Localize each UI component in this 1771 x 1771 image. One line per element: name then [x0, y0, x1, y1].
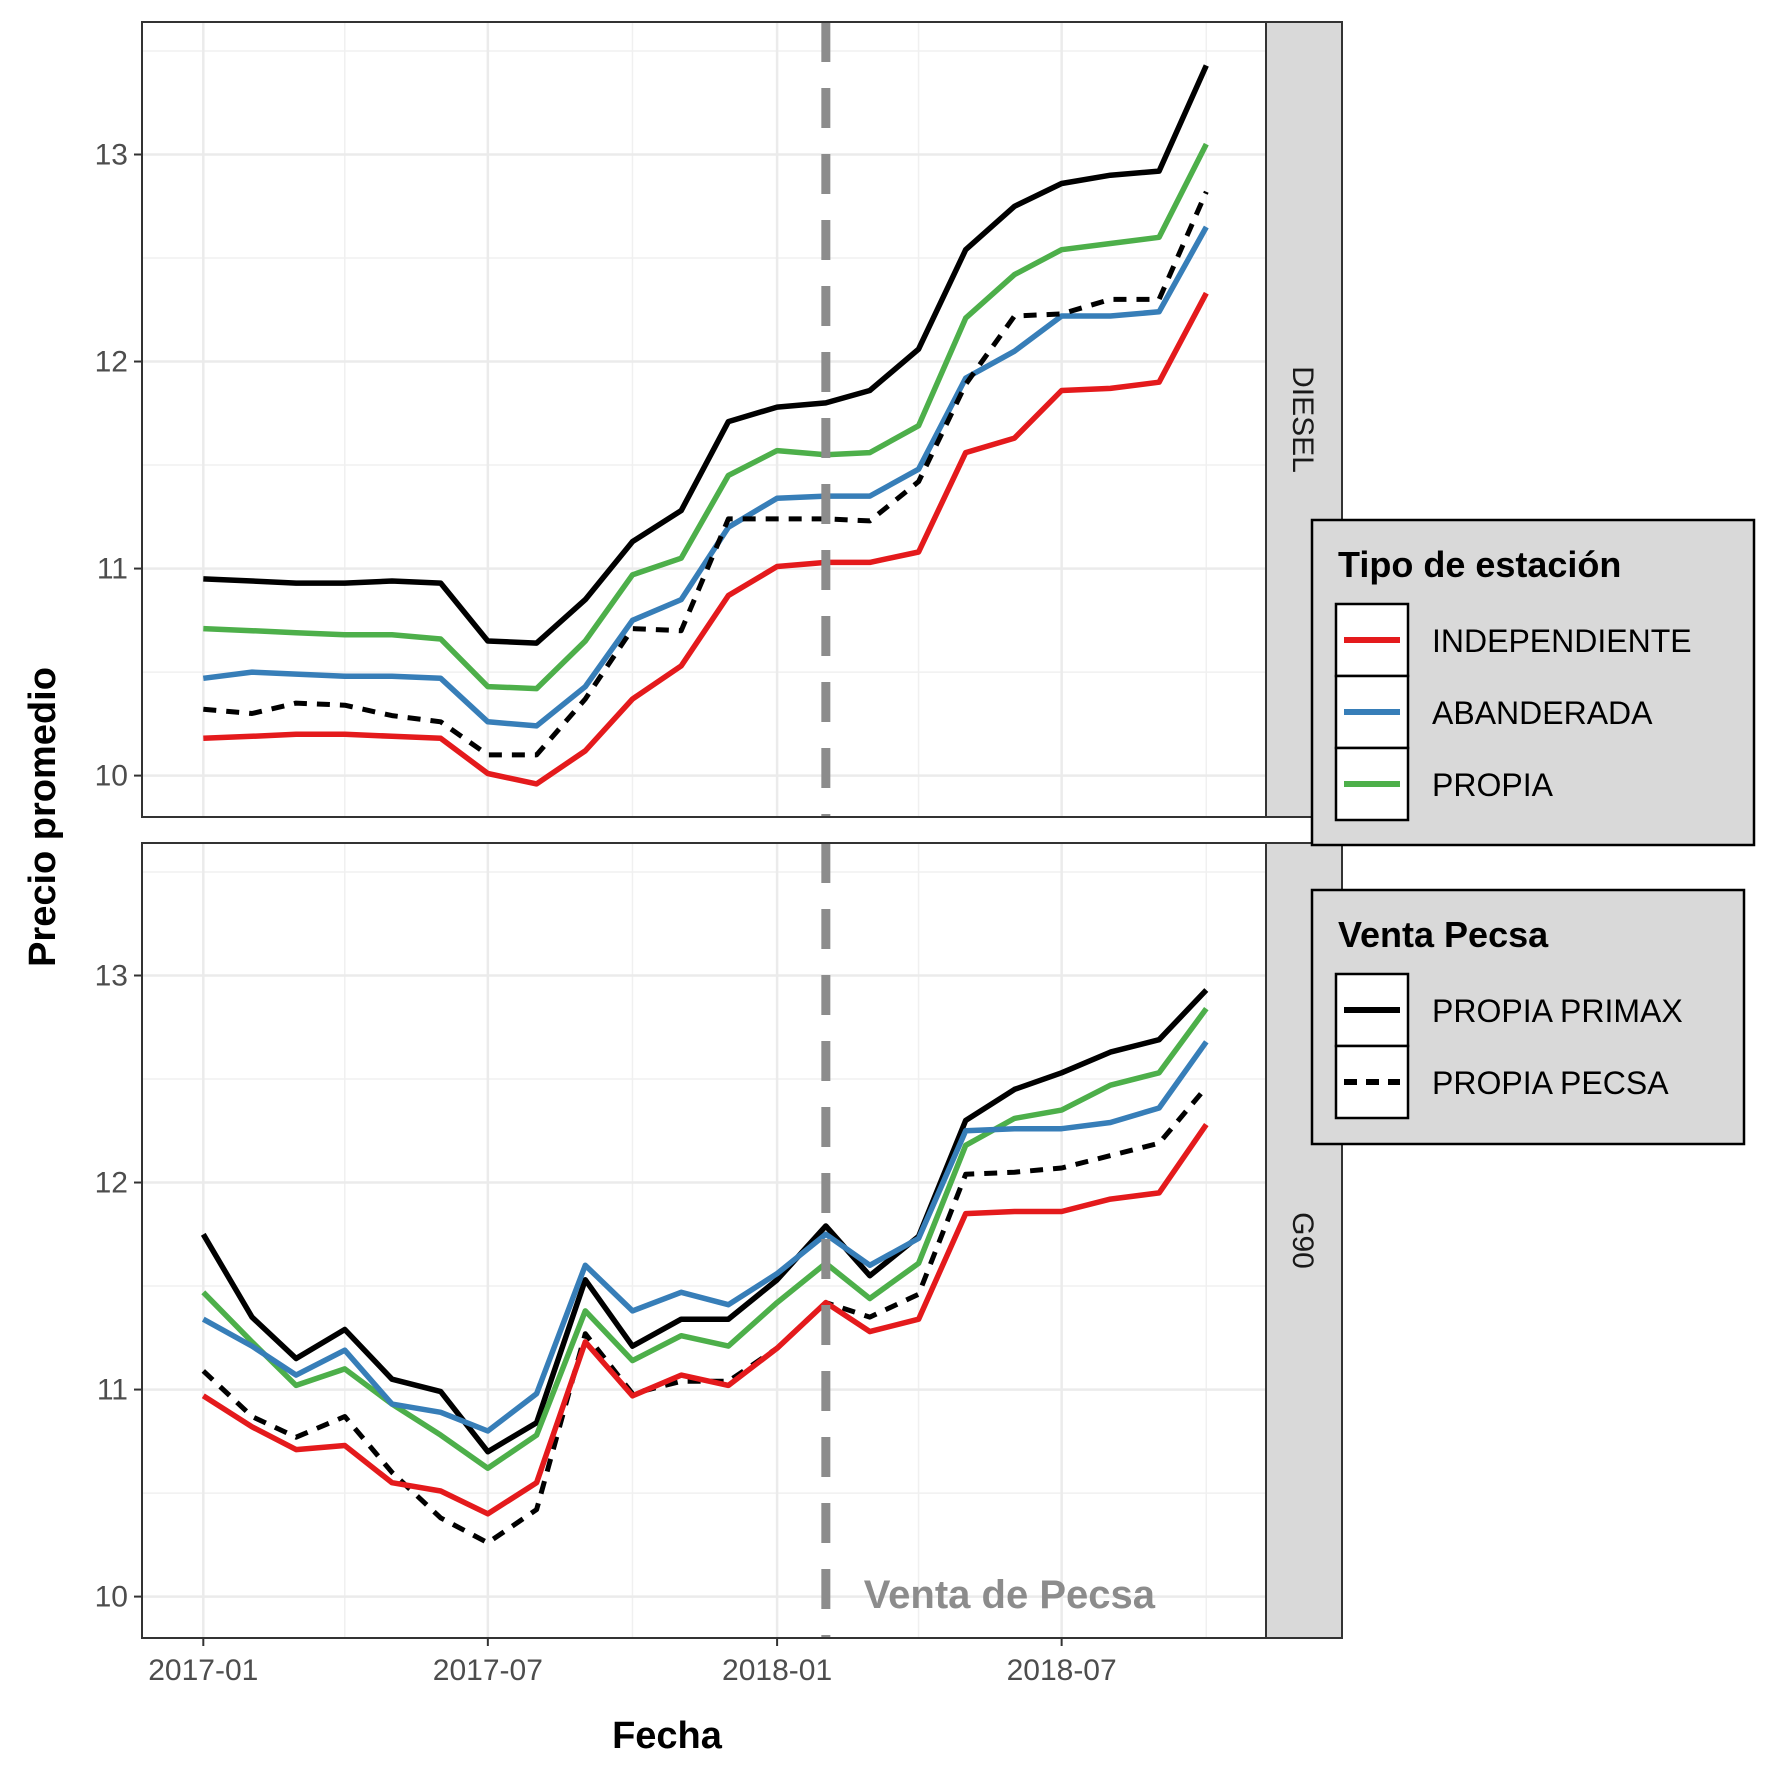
y-tick-label: 13	[95, 960, 128, 993]
series-line-abanderada	[202, 225, 1209, 729]
x-axis: 2017-01 2017-07 2018-01 2018-07	[148, 1638, 1117, 1687]
legend-tipo-de-estacion: Tipo de estación INDEPENDIENTE ABANDERADA P…	[1310, 518, 1756, 847]
legend-label: PROPIA	[1432, 767, 1554, 803]
legend-venta-pecsa: Venta Pecsa PROPIA PRIMAX PROPIA PECSA	[1310, 888, 1746, 1146]
y-tick-label: 10	[95, 1581, 128, 1614]
legends-layer: Tipo de estación INDEPENDIENTE ABANDERADA P…	[1310, 518, 1756, 1146]
series-line-independiente	[203, 291, 1209, 787]
legend-label: PROPIA PRIMAX	[1432, 993, 1683, 1029]
panel-diesel: DIESEL 10 11 12 13	[95, 21, 1343, 818]
series-line-propia-primax	[203, 64, 1209, 646]
series-line-propia-pecsa	[203, 190, 1209, 758]
series-line-independiente	[201, 1123, 1209, 1517]
legend-title: Venta Pecsa	[1338, 914, 1549, 955]
panels-layer: DIESEL 10 11 12 13 G90 10 11 12 13 Venta de Pecsa 2…	[95, 21, 1343, 1687]
x-tick-label: 2017-07	[433, 1654, 543, 1687]
y-tick-label: 12	[95, 1167, 128, 1200]
series-line-propia-primax	[200, 988, 1209, 1455]
x-tick-label: 2017-01	[148, 1654, 258, 1687]
series-line-propia	[201, 1006, 1209, 1471]
y-tick-label: 13	[95, 139, 128, 172]
y-tick-label: 11	[97, 1374, 128, 1407]
x-tick-label: 2018-07	[1007, 1654, 1117, 1687]
y-tick-label: 12	[95, 346, 128, 379]
x-tick-label: 2018-01	[722, 1654, 832, 1687]
series-line-propia-pecsa	[201, 1085, 1209, 1546]
y-axis-title: Precio promedio	[22, 667, 64, 967]
strip-label: DIESEL	[1286, 366, 1319, 473]
legend-title: Tipo de estación	[1338, 544, 1621, 585]
panel-g90: G90 10 11 12 13 Venta de Pecsa	[95, 842, 1343, 1639]
panel-background	[142, 843, 1266, 1638]
y-tick-label: 10	[95, 760, 128, 793]
annotation-venta-de-pecsa: Venta de Pecsa	[864, 1573, 1156, 1617]
legend-label: PROPIA PECSA	[1432, 1065, 1669, 1101]
strip-label: G90	[1286, 1212, 1319, 1269]
series-line-abanderada	[201, 1040, 1209, 1434]
legend-label: INDEPENDIENTE	[1432, 623, 1692, 659]
series-line-propia	[203, 142, 1209, 692]
x-axis-title: Fecha	[612, 1715, 723, 1757]
y-tick-label: 11	[97, 553, 128, 586]
panel-background	[142, 22, 1266, 817]
legend-label: ABANDERADA	[1432, 695, 1653, 731]
